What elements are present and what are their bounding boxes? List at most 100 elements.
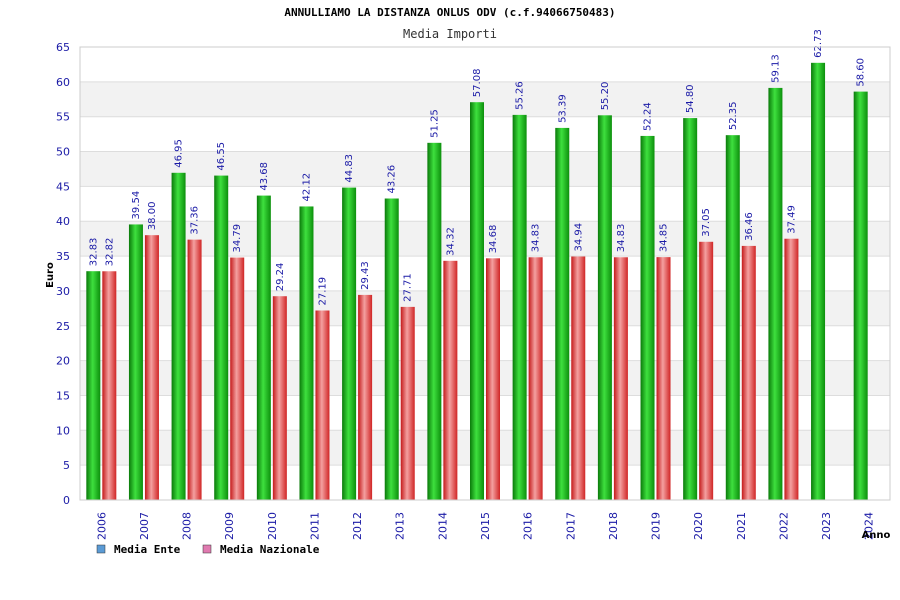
bar-media-nazionale-2011 xyxy=(315,310,330,500)
bar-media-ente-2016 xyxy=(512,114,527,500)
x-tick-label: 2020 xyxy=(692,512,705,540)
bar-media-ente-2008 xyxy=(171,172,186,500)
data-label: 34.83 xyxy=(531,224,542,253)
data-label: 46.95 xyxy=(174,139,185,168)
bar-media-nazionale-2007 xyxy=(144,235,159,500)
data-label: 34.94 xyxy=(573,223,584,252)
bar-media-ente-2012 xyxy=(342,187,357,500)
axes: 0 5 10 15 20 25 30 35 40 45 50 55 60 65 2006 2007 2008 20… xyxy=(56,41,891,540)
bar-media-nazionale-2012 xyxy=(358,294,373,500)
x-tick-label: 2014 xyxy=(436,512,449,540)
x-tick-label: 2017 xyxy=(564,512,577,540)
x-tick-label: 2024 xyxy=(863,512,876,540)
data-label: 27.71 xyxy=(403,273,414,302)
data-label: 52.35 xyxy=(728,102,739,131)
bar-media-nazionale-2014 xyxy=(443,260,458,500)
bar-media-ente-2013 xyxy=(384,198,399,500)
x-tick-label: 2010 xyxy=(266,512,279,540)
data-label: 62.73 xyxy=(813,29,824,58)
bar-media-nazionale-2016 xyxy=(528,257,543,500)
data-label: 29.43 xyxy=(360,261,371,290)
bar-media-ente-2015 xyxy=(470,102,484,501)
x-tick-label: 2018 xyxy=(607,512,620,540)
data-label: 46.55 xyxy=(216,142,227,171)
bar-media-ente-2010 xyxy=(256,195,271,501)
data-label: 52.24 xyxy=(643,102,654,131)
y-tick-label: 55 xyxy=(56,111,70,124)
data-label: 53.39 xyxy=(557,94,568,123)
x-tick-label: 2016 xyxy=(522,512,535,540)
x-tick-label: 2012 xyxy=(351,512,364,540)
data-label: 34.68 xyxy=(488,225,499,254)
x-tick-label: 2009 xyxy=(223,512,236,540)
data-label: 34.32 xyxy=(445,227,456,256)
legend-label-media-nazionale: Media Nazionale xyxy=(220,543,320,556)
data-label: 58.60 xyxy=(856,58,867,87)
y-tick-label: 65 xyxy=(56,41,70,54)
x-tick-label: 2011 xyxy=(308,512,321,540)
grid-band xyxy=(80,81,890,117)
bar-media-nazionale-2008 xyxy=(187,239,202,501)
x-tick-label: 2023 xyxy=(820,512,833,540)
x-tick-label: 2022 xyxy=(777,512,790,540)
x-tick-label: 2019 xyxy=(650,512,663,540)
bars xyxy=(86,62,868,501)
y-axis-label: Euro xyxy=(45,262,56,288)
bar-media-ente-2006 xyxy=(86,271,101,500)
x-tick-label: 2015 xyxy=(479,512,492,540)
y-tick-label: 15 xyxy=(56,389,70,402)
bar-media-nazionale-2015 xyxy=(486,258,500,500)
x-tick-label: 2007 xyxy=(138,512,151,540)
x-axis-label: Anno xyxy=(862,530,891,541)
x-tick-label: 2021 xyxy=(735,512,748,540)
data-label: 43.68 xyxy=(259,162,270,191)
data-label: 37.36 xyxy=(190,206,201,235)
data-label: 34.85 xyxy=(659,223,670,252)
data-label: 38.00 xyxy=(147,202,158,231)
y-tick-label: 5 xyxy=(63,459,70,472)
y-tick-label: 40 xyxy=(56,215,70,228)
bar-media-nazionale-2021 xyxy=(741,245,756,500)
data-label: 27.19 xyxy=(317,277,328,306)
bar-media-nazionale-2020 xyxy=(699,241,714,501)
data-labels: 32.83 32.82 39.54 38.00 46.95 37.36 46.55 34.79… xyxy=(88,29,866,305)
data-label: 36.46 xyxy=(744,212,755,241)
y-tick-label: 0 xyxy=(63,494,70,507)
data-label: 29.24 xyxy=(275,263,286,292)
data-label: 42.12 xyxy=(301,173,312,202)
legend-swatch-media-nazionale xyxy=(202,544,212,554)
bar-media-nazionale-2018 xyxy=(613,257,628,500)
bar-media-nazionale-2022 xyxy=(784,238,799,500)
x-tick-label: 2006 xyxy=(95,512,108,540)
data-label: 55.26 xyxy=(515,81,526,110)
bar-media-nazionale-2017 xyxy=(571,256,586,500)
data-label: 59.13 xyxy=(770,54,781,83)
y-tick-label: 60 xyxy=(56,76,70,89)
bar-media-nazionale-2006 xyxy=(102,271,117,500)
data-label: 37.49 xyxy=(786,205,797,234)
y-tick-label: 50 xyxy=(56,146,70,159)
bar-media-ente-2022 xyxy=(768,87,783,500)
bar-media-ente-2007 xyxy=(128,224,143,500)
chart-title: ANNULLIAMO LA DISTANZA ONLUS ODV (c.f.94… xyxy=(284,6,615,19)
data-label: 55.20 xyxy=(600,82,611,111)
bar-media-nazionale-2013 xyxy=(400,306,415,500)
bar-media-ente-2017 xyxy=(555,127,570,500)
x-tick-label: 2008 xyxy=(181,512,194,540)
bar-media-ente-2014 xyxy=(427,142,442,501)
data-label: 43.26 xyxy=(387,165,398,194)
data-label: 34.79 xyxy=(232,224,243,253)
data-label: 57.08 xyxy=(472,69,483,98)
bar-media-ente-2021 xyxy=(725,135,740,500)
data-label: 54.80 xyxy=(685,84,696,113)
bar-media-ente-2023 xyxy=(811,62,826,500)
data-label: 44.83 xyxy=(344,154,355,183)
data-label: 34.83 xyxy=(616,224,627,253)
x-tick-label: 2013 xyxy=(394,512,407,540)
data-label: 37.05 xyxy=(701,208,712,237)
bar-media-ente-2019 xyxy=(640,135,655,501)
data-label: 32.83 xyxy=(88,238,99,267)
data-label: 39.54 xyxy=(131,191,142,220)
legend-swatch-media-ente xyxy=(96,544,106,554)
